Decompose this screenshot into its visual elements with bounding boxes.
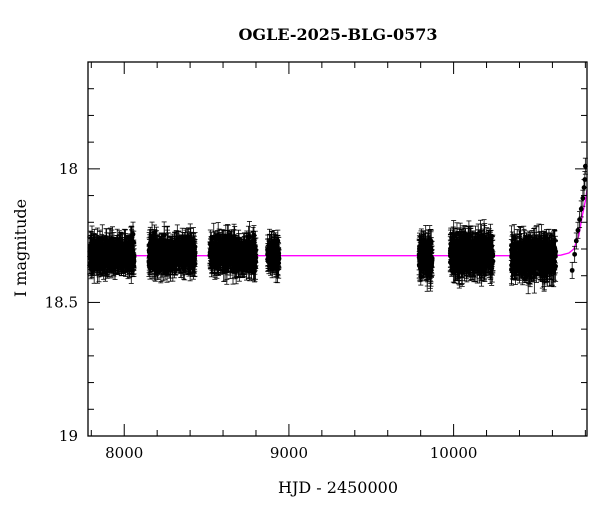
data-point [160, 258, 166, 264]
data-point [128, 238, 134, 244]
data-point [89, 238, 95, 244]
photometry-layer [87, 157, 588, 295]
data-point [170, 241, 176, 247]
data-point [108, 254, 114, 259]
data-point [165, 257, 171, 263]
data-point [175, 256, 181, 262]
data-point [117, 247, 123, 252]
data-point [191, 253, 196, 259]
data-point [158, 248, 164, 253]
chart-title: OGLE-2025-BLG-0573 [238, 25, 437, 44]
data-point [99, 255, 105, 261]
data-point [100, 244, 106, 250]
data-point [183, 246, 189, 252]
data-point [157, 253, 163, 259]
data-point [152, 252, 157, 258]
